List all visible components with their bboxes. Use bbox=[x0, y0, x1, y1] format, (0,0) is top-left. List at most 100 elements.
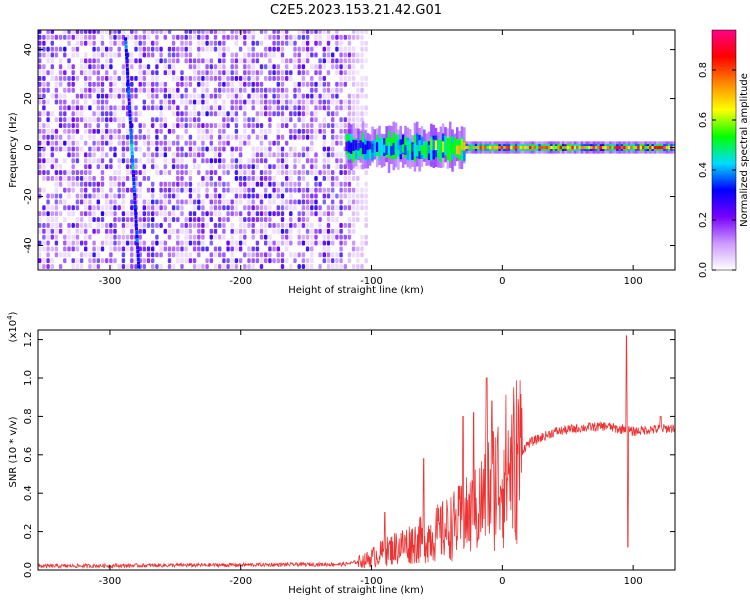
spectrogram-cell bbox=[142, 46, 146, 52]
spectrogram-cell bbox=[226, 181, 230, 187]
spectrogram-cell bbox=[180, 146, 184, 152]
spectrogram-cell bbox=[192, 234, 197, 240]
spectrogram-cell bbox=[251, 152, 255, 158]
spectrogram-cell bbox=[105, 199, 109, 205]
spectrogram-cell bbox=[75, 258, 80, 264]
spectrogram-cell bbox=[318, 30, 322, 34]
spectrogram-cell bbox=[218, 30, 222, 34]
spectrogram-cell bbox=[142, 40, 146, 46]
spectrogram-cell bbox=[331, 111, 335, 117]
spectrogram-cell bbox=[180, 158, 184, 164]
spectrogram-cell bbox=[130, 155, 134, 159]
spectrogram-cell bbox=[218, 158, 222, 164]
spectrogram-cell bbox=[109, 128, 113, 134]
spectrogram-cell bbox=[364, 144, 367, 155]
spectrogram-cell bbox=[318, 123, 322, 128]
spectrogram-cell bbox=[100, 211, 105, 217]
spectrogram-cell bbox=[356, 105, 360, 111]
spectrogram-cell bbox=[251, 187, 255, 193]
spectrogram-cell bbox=[117, 181, 121, 187]
spectrogram-cell bbox=[117, 217, 121, 222]
spectrogram-cell bbox=[142, 52, 146, 58]
spectrogram-cell bbox=[293, 52, 297, 58]
spectrogram-cell bbox=[134, 40, 138, 46]
spectrogram-cell bbox=[71, 205, 75, 211]
spectrogram-cell bbox=[201, 105, 205, 111]
spectrogram-cell bbox=[188, 228, 193, 234]
spectrogram-cell bbox=[71, 70, 75, 76]
spectrogram-cell bbox=[63, 187, 67, 193]
spectrogram-cell bbox=[155, 87, 159, 93]
spectrogram-cell bbox=[171, 52, 176, 58]
spectrogram-cell bbox=[449, 139, 452, 151]
spectrogram-cell bbox=[356, 199, 360, 205]
spectrogram-cell bbox=[54, 246, 59, 252]
spectrogram-cell bbox=[289, 34, 293, 40]
spectrogram-cell bbox=[360, 117, 364, 123]
spectrogram-cell bbox=[305, 111, 310, 117]
spectrogram-cell bbox=[649, 146, 652, 150]
spectrogram-cell bbox=[167, 217, 172, 222]
spectrogram-cell bbox=[201, 217, 205, 222]
spectrogram-cell bbox=[289, 223, 293, 228]
spectrogram-cell bbox=[301, 34, 306, 40]
spectrogram-cell bbox=[176, 258, 180, 264]
spectrogram-cell bbox=[146, 52, 151, 58]
spectrogram-cell bbox=[188, 134, 193, 140]
spectrogram-cell bbox=[642, 146, 645, 150]
spectrogram-cell bbox=[71, 30, 75, 34]
spectrogram-cell bbox=[84, 93, 88, 99]
spectrogram-cell bbox=[63, 70, 67, 76]
spectrogram-cell bbox=[125, 223, 130, 228]
y-tick-label: 0.6 bbox=[23, 447, 34, 463]
spectrogram-cell bbox=[247, 58, 251, 64]
spectrogram-cell bbox=[213, 40, 218, 46]
spectrogram-cell bbox=[335, 252, 339, 258]
spectrogram-cell bbox=[259, 211, 264, 217]
spectrogram-cell bbox=[42, 205, 46, 211]
spectrogram-cell bbox=[251, 117, 255, 123]
spectrogram-cell bbox=[238, 152, 243, 158]
spectrogram-cell bbox=[280, 93, 285, 99]
spectrogram-cell bbox=[42, 187, 46, 193]
spectrogram-cell bbox=[234, 246, 239, 252]
spectrogram-cell bbox=[63, 46, 67, 52]
spectrogram-cell bbox=[135, 227, 138, 231]
spectrogram-cell bbox=[58, 228, 63, 234]
spectrogram-cell bbox=[46, 58, 50, 64]
spectrogram-cell bbox=[96, 258, 100, 264]
spectrogram-cell bbox=[243, 240, 247, 246]
spectrogram-cell bbox=[339, 70, 343, 76]
spectrogram-cell bbox=[247, 52, 251, 58]
spectrogram-cell bbox=[38, 134, 42, 140]
spectrogram-cell bbox=[79, 70, 84, 76]
spectrogram-cell bbox=[192, 187, 197, 193]
spectrogram-cell bbox=[213, 87, 218, 93]
spectrogram-cell bbox=[171, 187, 176, 193]
spectrogram-cell bbox=[109, 187, 113, 193]
spectrogram-cell bbox=[243, 81, 247, 87]
spectrogram-cell bbox=[276, 193, 280, 199]
spectrogram-cell bbox=[163, 158, 167, 164]
spectrogram-cell bbox=[163, 64, 167, 70]
spectrogram-cell bbox=[184, 128, 188, 134]
spectrogram-cell bbox=[121, 223, 126, 228]
spectrogram-cell bbox=[289, 134, 293, 140]
spectrogram-cell bbox=[247, 217, 251, 222]
spectrogram-cell bbox=[54, 164, 59, 170]
spectrogram-cell bbox=[293, 205, 297, 211]
spectrogram-cell bbox=[347, 58, 352, 64]
spectrogram-cell bbox=[247, 93, 251, 99]
spectrogram-cell bbox=[213, 246, 218, 252]
spectrogram-cell bbox=[318, 211, 322, 217]
spectrogram-cell bbox=[522, 146, 525, 150]
spectrogram-cell bbox=[230, 223, 234, 228]
spectrogram-cell bbox=[42, 87, 46, 93]
spectrogram-cell bbox=[268, 58, 272, 64]
spectrogram-cell bbox=[84, 140, 88, 146]
spectrogram-cell bbox=[146, 105, 151, 111]
top-y-axis-label: Frequency (Hz) bbox=[8, 112, 19, 188]
spectrogram-cell bbox=[138, 170, 142, 175]
spectrogram-cell bbox=[276, 211, 280, 217]
spectrogram-cell bbox=[230, 199, 234, 205]
